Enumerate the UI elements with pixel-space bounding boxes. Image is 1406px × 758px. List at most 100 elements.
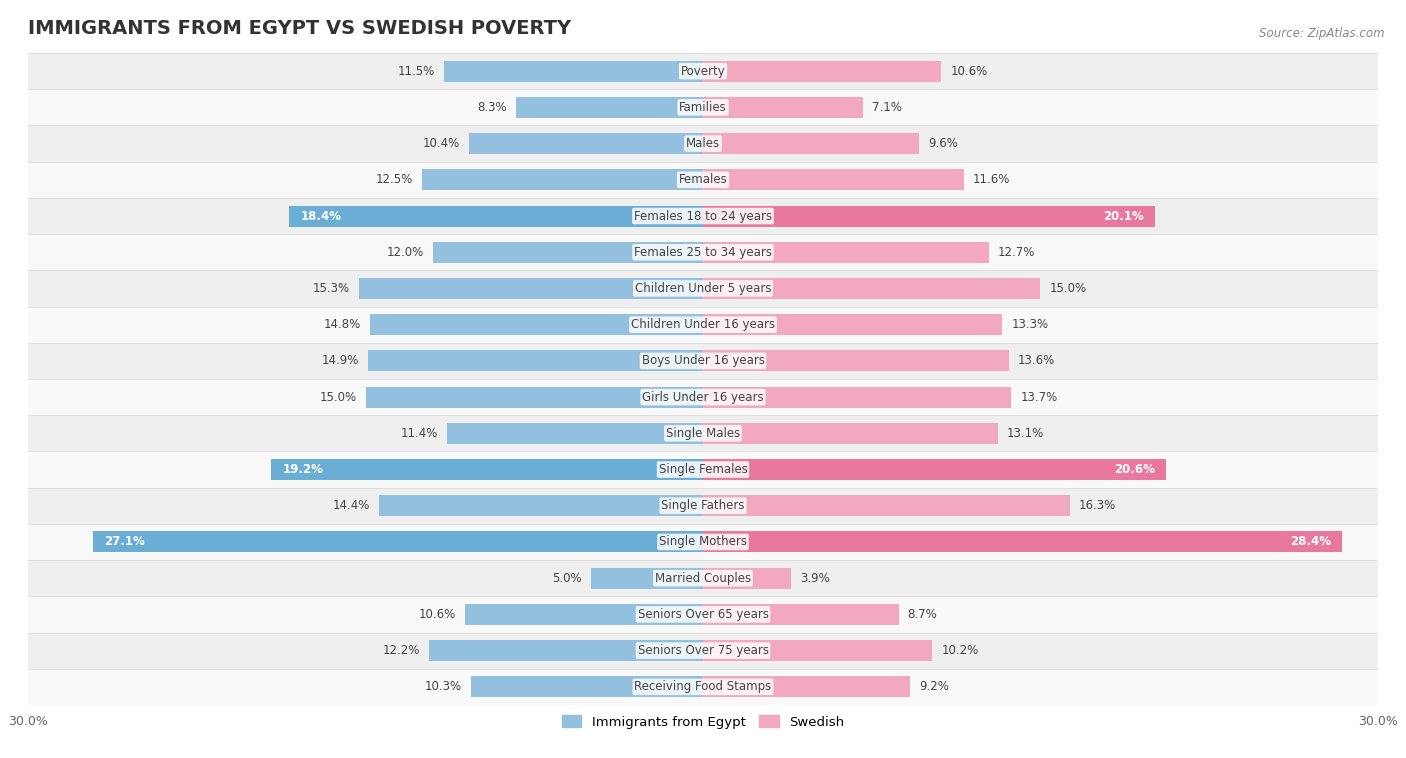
Bar [703, 350, 1010, 371]
Text: 10.2%: 10.2% [942, 644, 979, 657]
Text: 13.7%: 13.7% [1021, 390, 1057, 403]
Bar [444, 61, 703, 82]
Text: 14.8%: 14.8% [323, 318, 361, 331]
Text: 13.1%: 13.1% [1007, 427, 1043, 440]
Text: 11.5%: 11.5% [398, 64, 436, 77]
Bar [28, 89, 1378, 126]
Text: Boys Under 16 years: Boys Under 16 years [641, 355, 765, 368]
Bar [28, 524, 1378, 560]
Text: IMMIGRANTS FROM EGYPT VS SWEDISH POVERTY: IMMIGRANTS FROM EGYPT VS SWEDISH POVERTY [28, 19, 571, 38]
Text: 3.9%: 3.9% [800, 572, 830, 584]
Bar [703, 205, 1156, 227]
Text: 12.5%: 12.5% [375, 174, 413, 186]
Text: Single Fathers: Single Fathers [661, 500, 745, 512]
Text: 28.4%: 28.4% [1289, 535, 1330, 549]
Bar [28, 126, 1378, 161]
Text: 7.1%: 7.1% [872, 101, 901, 114]
Bar [366, 387, 703, 408]
Bar [359, 278, 703, 299]
Bar [703, 169, 965, 190]
Text: 5.0%: 5.0% [553, 572, 582, 584]
Text: 9.6%: 9.6% [928, 137, 957, 150]
Text: 8.7%: 8.7% [908, 608, 938, 621]
Text: Females 18 to 24 years: Females 18 to 24 years [634, 209, 772, 223]
Text: 18.4%: 18.4% [301, 209, 342, 223]
Bar [703, 676, 910, 697]
Bar [464, 604, 703, 625]
Bar [368, 350, 703, 371]
Text: Families: Families [679, 101, 727, 114]
Text: Poverty: Poverty [681, 64, 725, 77]
Bar [703, 604, 898, 625]
Text: 15.0%: 15.0% [319, 390, 357, 403]
Bar [703, 387, 1011, 408]
Bar [28, 632, 1378, 669]
Legend: Immigrants from Egypt, Swedish: Immigrants from Egypt, Swedish [557, 710, 849, 735]
Text: 16.3%: 16.3% [1078, 500, 1116, 512]
Bar [28, 343, 1378, 379]
Text: 13.6%: 13.6% [1018, 355, 1054, 368]
Bar [447, 423, 703, 444]
Bar [516, 97, 703, 118]
Text: Children Under 5 years: Children Under 5 years [634, 282, 772, 295]
Bar [28, 415, 1378, 452]
Text: Children Under 16 years: Children Under 16 years [631, 318, 775, 331]
Bar [703, 423, 998, 444]
Bar [271, 459, 703, 480]
Text: 11.4%: 11.4% [401, 427, 437, 440]
Text: 9.2%: 9.2% [920, 681, 949, 694]
Text: 15.3%: 15.3% [312, 282, 350, 295]
Bar [28, 487, 1378, 524]
Bar [370, 314, 703, 335]
Text: 12.2%: 12.2% [382, 644, 419, 657]
Text: 13.3%: 13.3% [1011, 318, 1049, 331]
Text: 14.4%: 14.4% [333, 500, 370, 512]
Bar [28, 161, 1378, 198]
Bar [703, 278, 1040, 299]
Bar [380, 495, 703, 516]
Text: Source: ZipAtlas.com: Source: ZipAtlas.com [1260, 27, 1385, 39]
Bar [28, 306, 1378, 343]
Bar [28, 53, 1378, 89]
Text: 14.9%: 14.9% [322, 355, 359, 368]
Bar [28, 198, 1378, 234]
Bar [703, 568, 790, 589]
Bar [703, 459, 1167, 480]
Bar [28, 560, 1378, 597]
Text: Females: Females [679, 174, 727, 186]
Bar [471, 676, 703, 697]
Text: 10.3%: 10.3% [425, 681, 463, 694]
Text: Girls Under 16 years: Girls Under 16 years [643, 390, 763, 403]
Text: Single Males: Single Males [666, 427, 740, 440]
Bar [28, 379, 1378, 415]
Bar [433, 242, 703, 263]
Text: Females 25 to 34 years: Females 25 to 34 years [634, 246, 772, 258]
Text: 10.6%: 10.6% [419, 608, 456, 621]
Text: 11.6%: 11.6% [973, 174, 1011, 186]
Bar [93, 531, 703, 553]
Text: Single Mothers: Single Mothers [659, 535, 747, 549]
Text: 12.7%: 12.7% [998, 246, 1035, 258]
Text: 20.1%: 20.1% [1104, 209, 1144, 223]
Bar [28, 234, 1378, 271]
Bar [422, 169, 703, 190]
Bar [703, 133, 920, 154]
Bar [703, 242, 988, 263]
Bar [703, 97, 863, 118]
Text: 27.1%: 27.1% [104, 535, 145, 549]
Text: Seniors Over 75 years: Seniors Over 75 years [637, 644, 769, 657]
Text: Receiving Food Stamps: Receiving Food Stamps [634, 681, 772, 694]
Text: 15.0%: 15.0% [1049, 282, 1087, 295]
Bar [703, 495, 1070, 516]
Bar [28, 669, 1378, 705]
Bar [703, 314, 1002, 335]
Text: 8.3%: 8.3% [478, 101, 508, 114]
Text: Married Couples: Married Couples [655, 572, 751, 584]
Bar [28, 452, 1378, 487]
Text: Males: Males [686, 137, 720, 150]
Text: Seniors Over 65 years: Seniors Over 65 years [637, 608, 769, 621]
Bar [703, 61, 942, 82]
Bar [703, 640, 932, 661]
Bar [28, 597, 1378, 632]
Bar [429, 640, 703, 661]
